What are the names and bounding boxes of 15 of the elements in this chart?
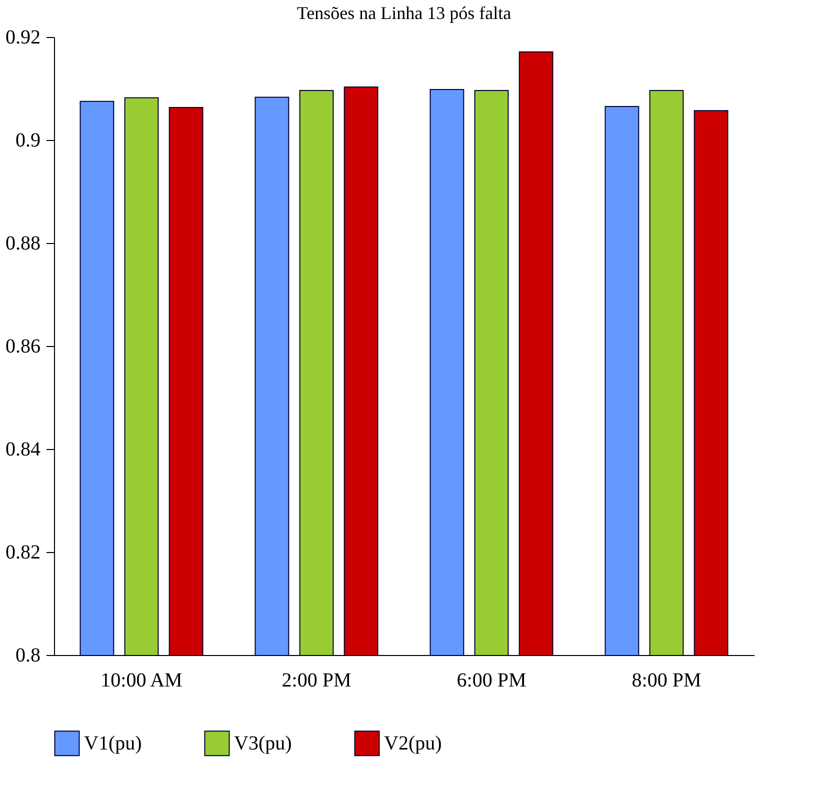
y-tick-label: 0.88 <box>6 232 40 254</box>
y-tick-label: 0.9 <box>16 130 40 152</box>
legend-label: V1(pu) <box>84 732 142 754</box>
y-tick-label: 0.86 <box>6 336 40 358</box>
y-tick-label: 0.92 <box>6 26 40 48</box>
y-tick-label: 0.82 <box>6 542 40 564</box>
y-tick-label: 0.84 <box>6 438 40 460</box>
chart-title: Tensões na Linha 13 pós falta <box>296 3 512 23</box>
x-tick-label: 6:00 PM <box>456 670 526 692</box>
legend-label: V3(pu) <box>234 732 292 754</box>
x-tick-label: 10:00 AM <box>100 670 183 692</box>
y-tick-label: 0.8 <box>16 644 40 666</box>
x-tick-label: 8:00 PM <box>632 670 702 692</box>
legend-label: V2(pu) <box>384 732 442 754</box>
x-tick-label: 2:00 PM <box>282 670 352 692</box>
